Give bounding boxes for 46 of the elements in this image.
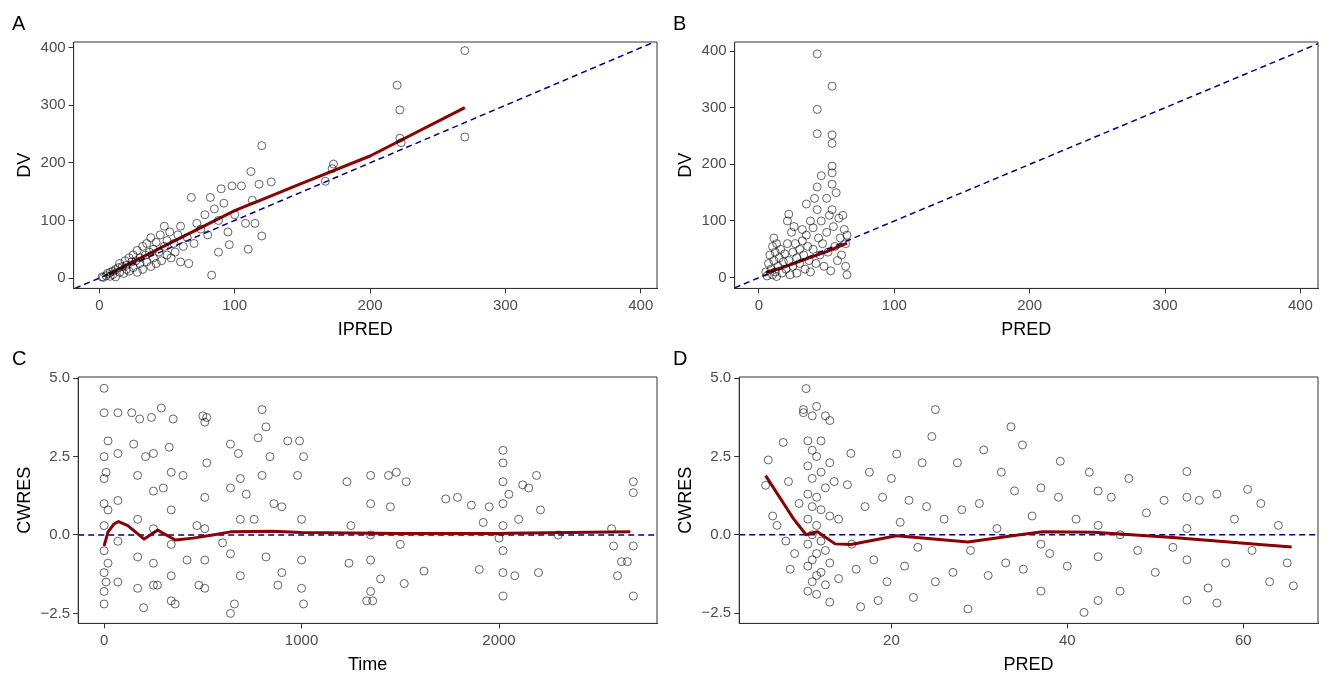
x-tick-label: 0 bbox=[95, 295, 104, 313]
x-tick-label: 400 bbox=[1287, 295, 1313, 313]
x-tick-label: 0 bbox=[754, 295, 764, 313]
x-tick-label: 300 bbox=[1152, 295, 1178, 313]
y-axis-title: CWRES bbox=[13, 466, 34, 534]
x-axis-title: PRED bbox=[1003, 654, 1054, 675]
x-tick-label: 2000 bbox=[482, 630, 516, 648]
y-tick-label: 0 bbox=[718, 267, 727, 285]
y-tick-label: 300 bbox=[40, 95, 66, 113]
x-tick-label: 1000 bbox=[284, 630, 319, 648]
y-tick-label: 100 bbox=[701, 211, 727, 229]
x-tick-label: 200 bbox=[1017, 295, 1043, 313]
y-tick-label: 0 bbox=[57, 268, 66, 286]
y-tick-label: 100 bbox=[40, 210, 66, 228]
x-axis-title: IPRED bbox=[337, 319, 393, 340]
x-tick-label: 0 bbox=[99, 630, 109, 648]
chart-title: B bbox=[673, 11, 687, 34]
y-tick-label: 5.0 bbox=[49, 368, 71, 386]
chart-title: C bbox=[12, 346, 27, 369]
chart-title: D bbox=[673, 346, 688, 369]
y-tick-label: 0.0 bbox=[49, 525, 71, 543]
x-tick-label: 40 bbox=[1058, 630, 1076, 648]
chart-title: A bbox=[12, 11, 26, 34]
y-tick-label: 300 bbox=[701, 97, 727, 115]
x-tick-label: 400 bbox=[628, 295, 654, 313]
x-tick-label: 300 bbox=[492, 295, 518, 313]
y-tick-label: 200 bbox=[701, 154, 727, 172]
y-tick-label: 0.0 bbox=[710, 524, 732, 542]
y-axis-title: DV bbox=[674, 152, 695, 178]
y-tick-label: 400 bbox=[701, 41, 727, 59]
y-tick-label: 400 bbox=[40, 37, 66, 55]
x-tick-label: 200 bbox=[357, 295, 383, 313]
y-tick-label: 2.5 bbox=[710, 446, 732, 464]
y-tick-label: −2.5 bbox=[40, 603, 71, 621]
x-tick-label: 60 bbox=[1234, 630, 1252, 648]
y-tick-label: 200 bbox=[40, 153, 66, 171]
x-tick-label: 20 bbox=[883, 630, 900, 648]
x-axis-title: PRED bbox=[1001, 319, 1052, 340]
y-axis-title: DV bbox=[13, 152, 34, 178]
y-tick-label: −2.5 bbox=[701, 603, 732, 621]
x-axis-title: Time bbox=[347, 654, 388, 675]
y-axis-title: CWRES bbox=[674, 466, 695, 534]
x-tick-label: 100 bbox=[881, 295, 907, 313]
y-tick-label: 5.0 bbox=[710, 368, 732, 386]
y-tick-label: 2.5 bbox=[49, 446, 71, 464]
x-tick-label: 100 bbox=[222, 295, 248, 313]
